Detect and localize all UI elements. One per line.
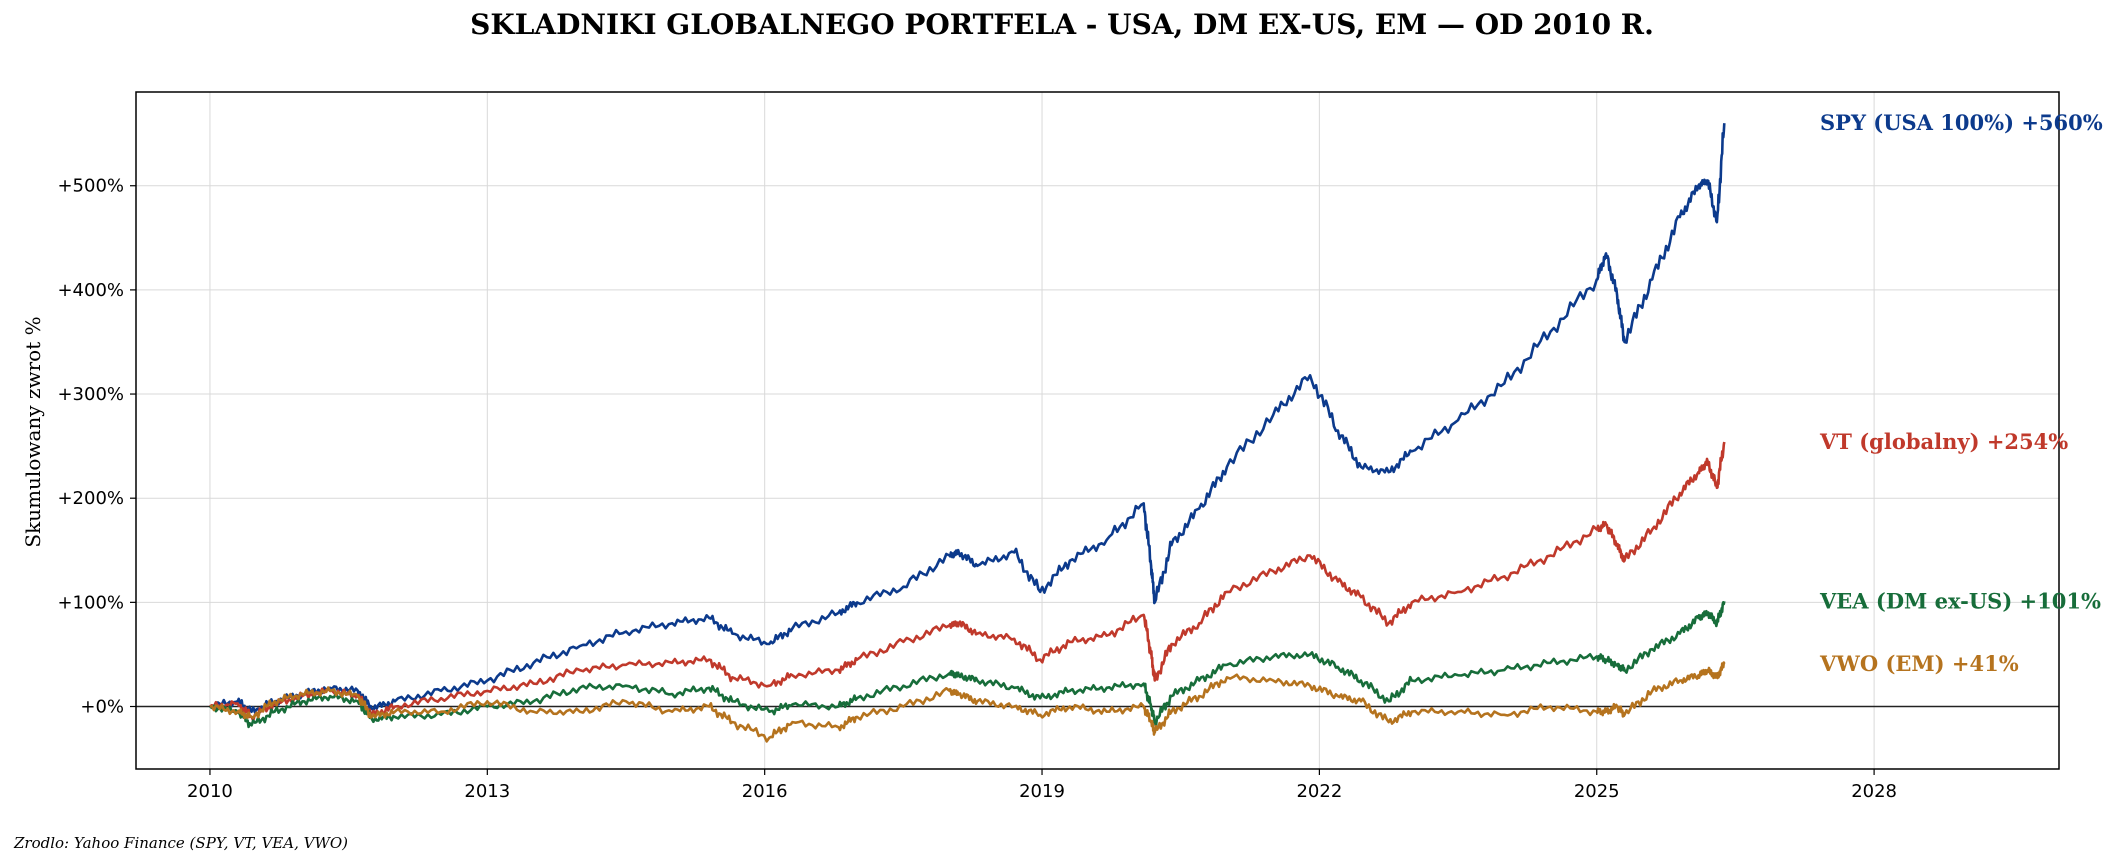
chart-title: SKLADNIKI GLOBALNEGO PORTFELA - USA, DM …	[470, 8, 1654, 41]
x-tick-label: 2022	[1296, 781, 1342, 802]
y-tick-label: +200%	[57, 488, 124, 509]
x-tick-label: 2016	[742, 781, 788, 802]
series-line-vea	[209, 601, 1726, 729]
y-tick-label: +400%	[57, 280, 124, 301]
grid-layer	[136, 92, 2059, 769]
end-label-spy: SPY (USA 100%) +560%	[1820, 110, 2103, 135]
y-tick-label: +0%	[80, 697, 124, 718]
end-label-vt: VT (globalny) +254%	[1819, 429, 2068, 454]
y-tick-label: +100%	[57, 592, 124, 613]
source-note: Zrodlo: Yahoo Finance (SPY, VT, VEA, VWO…	[13, 834, 348, 852]
end-label-vwo: VWO (EM) +41%	[1819, 651, 2019, 676]
series-layer	[209, 123, 1726, 743]
x-tick-label: 2013	[464, 781, 510, 802]
x-tick-label: 2028	[1851, 781, 1897, 802]
end-label-vea: VEA (DM ex-US) +101%	[1819, 588, 2101, 613]
x-tick-label: 2025	[1574, 781, 1620, 802]
y-axis-ticks: +0% +100% +200% +300% +400% +500%	[57, 176, 136, 718]
series-line-vwo	[209, 661, 1726, 743]
series-line-spy	[209, 123, 1726, 714]
y-axis-label: Skumulowany zwrot %	[21, 316, 45, 547]
x-tick-label: 2019	[1019, 781, 1065, 802]
y-tick-label: +500%	[57, 176, 124, 197]
x-tick-label: 2010	[187, 781, 233, 802]
plot-frame	[135, 91, 2060, 770]
y-tick-label: +300%	[57, 384, 124, 405]
x-axis-ticks: 2010 2013 2016 2019 2022 2025 2028	[187, 769, 1897, 802]
series-line-vt	[209, 441, 1726, 722]
end-labels: SPY (USA 100%) +560% VT (globalny) +254% V…	[1819, 110, 2103, 676]
